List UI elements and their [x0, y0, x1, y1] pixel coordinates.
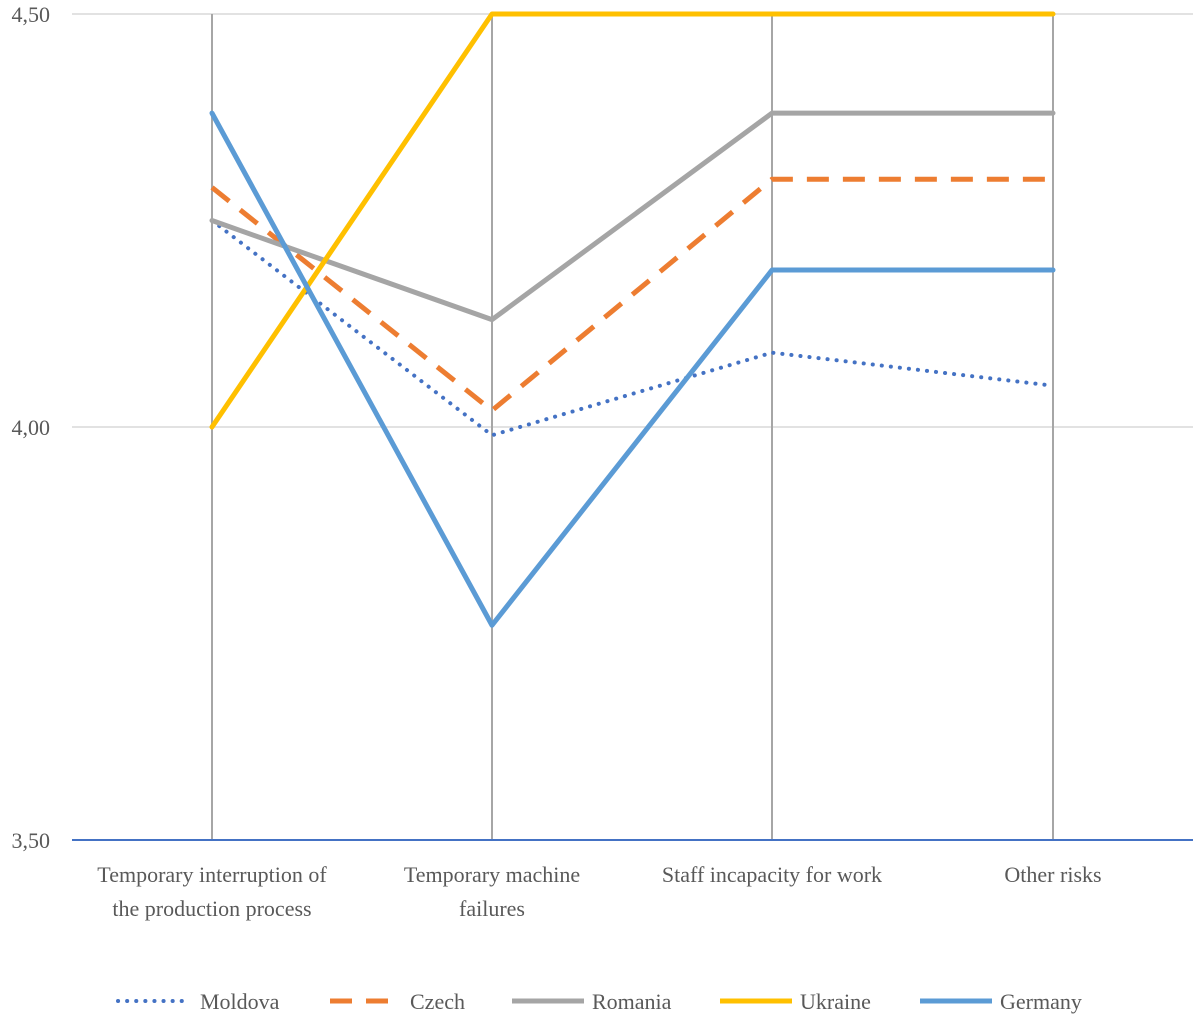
legend-label: Czech [410, 989, 465, 1014]
category-label: the production process [112, 896, 311, 921]
legend-item-romania: Romania [512, 989, 672, 1014]
legend-label: Moldova [200, 989, 280, 1014]
y-tick-labels: 3,50 4,00 4,50 [12, 2, 51, 853]
gridlines [72, 13, 1193, 428]
legend-item-czech: Czech [330, 989, 465, 1014]
series-line-germany [209, 110, 1056, 628]
series-line-romania [209, 110, 1056, 323]
category-label: failures [459, 896, 525, 921]
category-label: Other risks [1004, 862, 1101, 887]
legend-item-moldova: Moldova [116, 989, 280, 1014]
legend-label: Ukraine [800, 989, 871, 1014]
category-label: Temporary interruption of [97, 862, 327, 887]
legend-item-ukraine: Ukraine [720, 989, 871, 1014]
y-tick-label: 4,00 [12, 415, 51, 440]
series-lines [209, 11, 1056, 628]
legend: Moldova Czech Romania Ukraine Germany [116, 989, 1082, 1014]
legend-label: Romania [592, 989, 672, 1014]
y-tick-label: 4,50 [12, 2, 51, 27]
legend-item-germany: Germany [920, 989, 1082, 1014]
category-labels: Temporary interruption of the production … [97, 862, 1101, 921]
category-label: Temporary machine [404, 862, 580, 887]
series-line-moldova [210, 218, 1055, 438]
y-tick-label: 3,50 [12, 828, 51, 853]
category-label: Staff incapacity for work [662, 862, 882, 887]
legend-label: Germany [1000, 989, 1082, 1014]
series-line-ukraine [209, 11, 1056, 430]
